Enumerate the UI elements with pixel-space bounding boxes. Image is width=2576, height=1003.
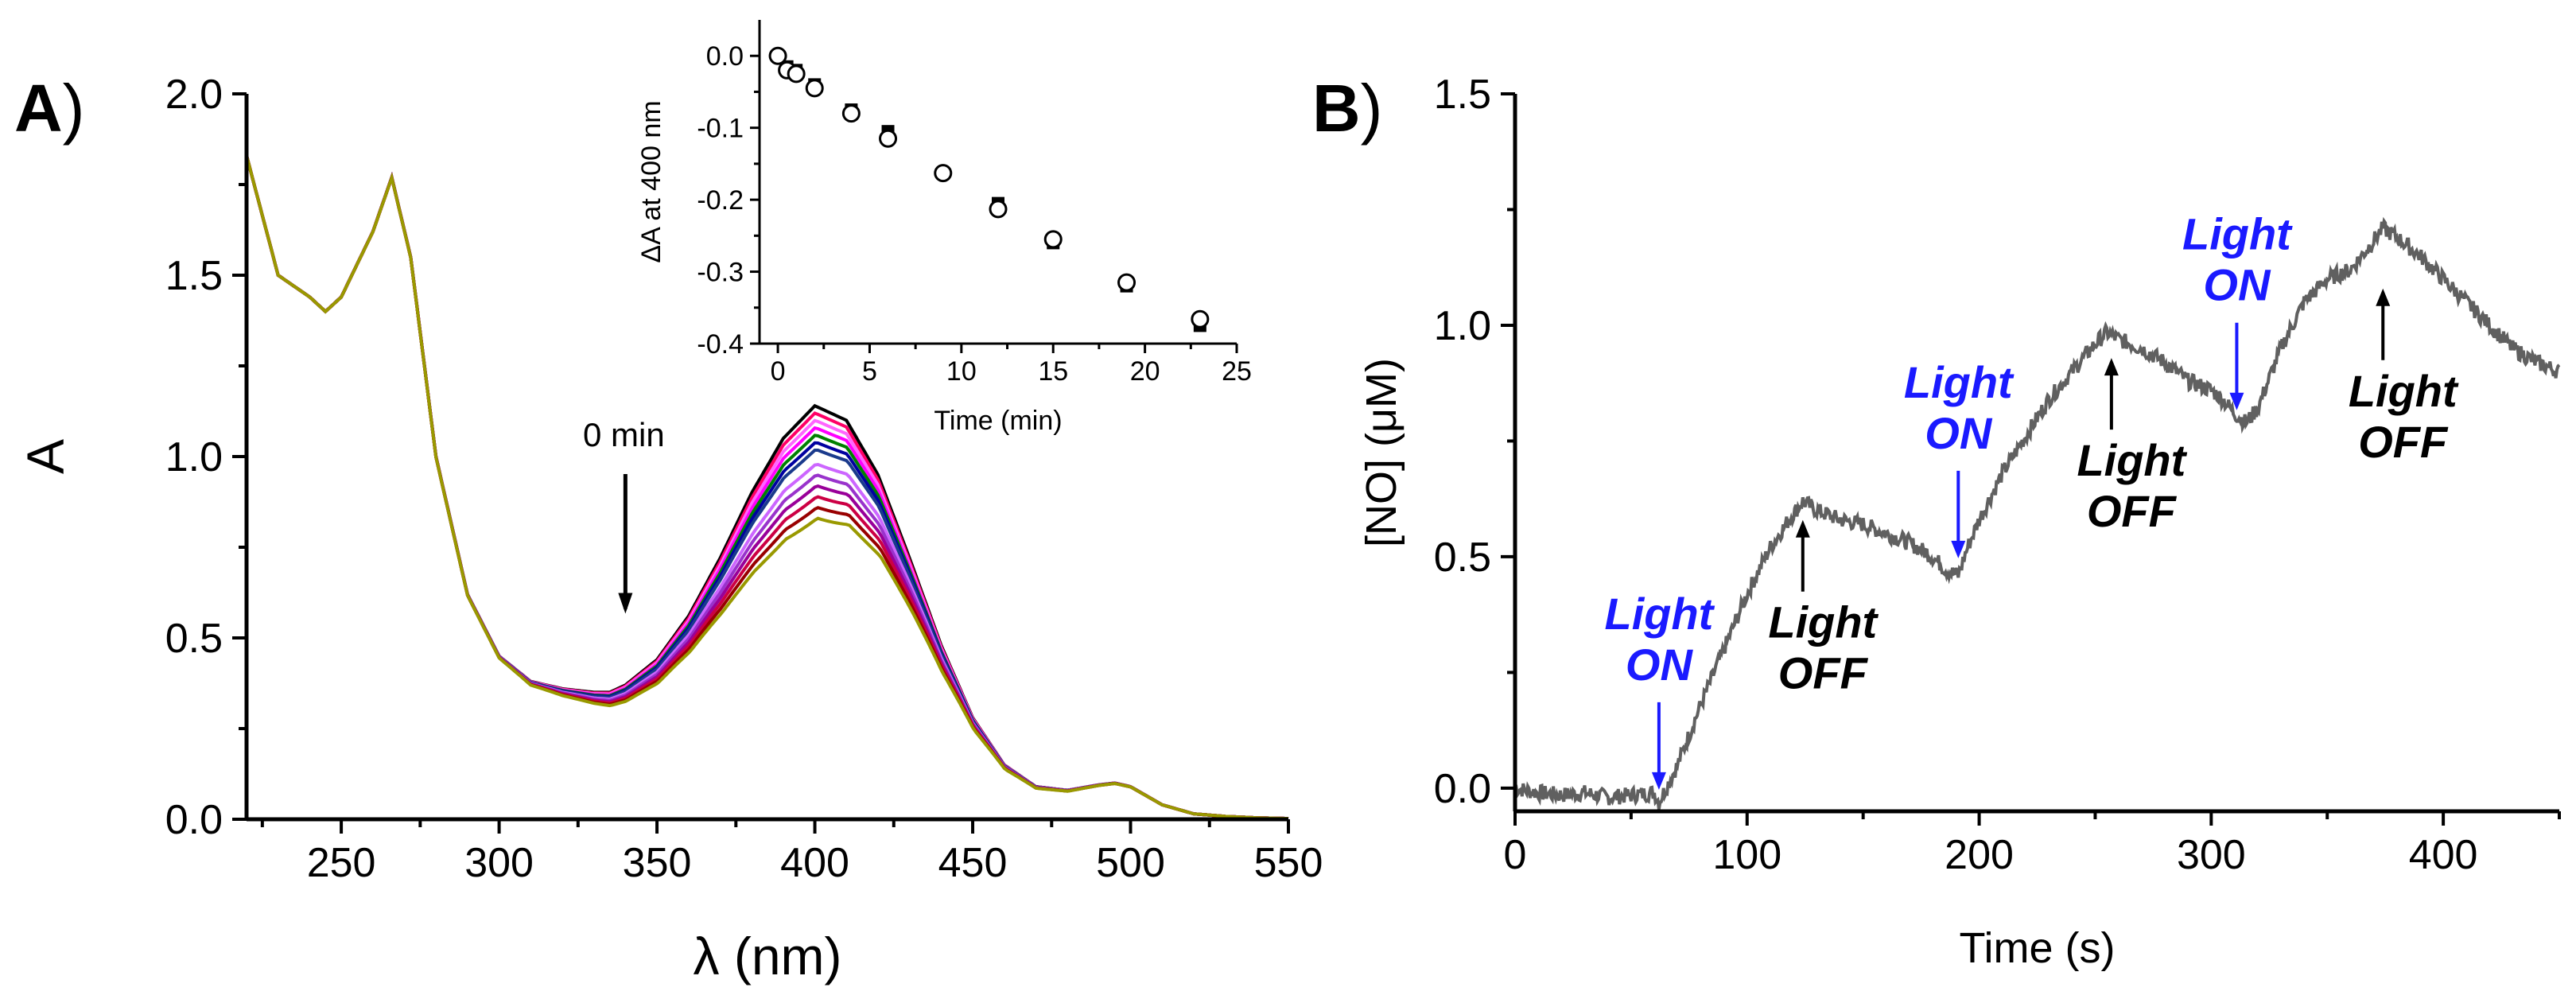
light-on-arrow-head — [1951, 540, 1966, 558]
panel-a-x-tick-label: 350 — [623, 840, 692, 886]
light-on-text-line1: Light — [1904, 357, 2015, 407]
inset-y-tick-label: -0.2 — [697, 185, 744, 216]
spectrum-line — [245, 154, 1289, 821]
panel-a-x-tick-label: 550 — [1254, 840, 1323, 886]
panel-b-y-tick-label: 0.5 — [1434, 535, 1491, 581]
no-trace-series — [1513, 216, 2561, 810]
panel-a-y-tick-label: 0.5 — [165, 616, 223, 662]
light-off-text-line2: OFF — [2358, 417, 2449, 467]
panel-a-inset-chart: 0 5 10 15 20 25 0.0 -0.1 -0.2 -0.3 -0.4 Time (min)… — [636, 20, 1252, 436]
panel-b-x-tick-label: 400 — [2409, 832, 2478, 878]
inset-point-open — [1191, 309, 1210, 329]
light-off-arrow-head — [1795, 519, 1810, 538]
light-on-text-line2: ON — [1925, 408, 1993, 458]
panel-a-x-tick-label: 400 — [780, 840, 849, 886]
panel-a-x-tick-label: 250 — [307, 840, 376, 886]
light-on-arrow-head — [2229, 392, 2244, 410]
spectrum-line — [245, 154, 1289, 821]
light-annotations: LightONLightOFFLightONLightOFFLightONLig… — [1604, 209, 2459, 790]
panel-a-x-tick-label: 450 — [938, 840, 1008, 886]
panel-a-y-tick-label: 0.0 — [165, 797, 223, 843]
inset-x-tick-label: 15 — [1038, 356, 1068, 387]
panel-b-x-tick-label: 0 — [1504, 832, 1527, 878]
inset-x-tick-label: 10 — [946, 356, 977, 387]
zero-min-label: 0 min — [583, 416, 665, 453]
panel-a-y-tick-label: 1.5 — [165, 253, 223, 299]
panel-a-y-axis-title: A — [16, 439, 75, 474]
inset-x-tick-label: 20 — [1130, 356, 1160, 387]
no-trace-line — [1513, 216, 2561, 810]
light-on-arrow-head — [1651, 772, 1666, 790]
panel-b-x-tick-label: 200 — [1945, 832, 2014, 878]
panel-a-x-tick-label: 300 — [464, 840, 534, 886]
spectra-series-group — [245, 154, 1289, 821]
light-off-text-line1: Light — [1768, 597, 1879, 647]
panel-b-y-axis-title: [NO] (μM) — [1358, 358, 1405, 547]
inset-x-tick-label: 0 — [771, 356, 786, 387]
panel-b-x-tick-label: 100 — [1712, 832, 1781, 878]
inset-y-tick-label: -0.1 — [697, 114, 744, 144]
inset-point-open — [805, 79, 824, 98]
inset-y-tick-label: -0.4 — [697, 329, 744, 360]
panel-b-label: B) — [1312, 71, 1383, 146]
inset-point-open — [989, 200, 1008, 219]
inset-point-open — [1117, 273, 1136, 292]
inset-point-open — [879, 129, 898, 148]
inset-point-open — [841, 104, 861, 123]
light-on-text-line2: ON — [2203, 260, 2271, 310]
zero-min-arrow-head — [618, 593, 633, 614]
inset-axes: 0 5 10 15 20 25 0.0 -0.1 -0.2 -0.3 -0.4 — [697, 20, 1252, 387]
inset-point-open — [934, 164, 953, 183]
inset-x-axis-title: Time (min) — [934, 406, 1062, 436]
inset-y-tick-label: 0.0 — [706, 41, 744, 72]
panel-b-x-tick-label: 300 — [2177, 832, 2246, 878]
panel-a-x-axis-title: λ (nm) — [694, 927, 842, 986]
inset-x-tick-label: 25 — [1222, 356, 1252, 387]
inset-point-open — [1043, 230, 1063, 249]
light-off-text-line1: Light — [2349, 366, 2459, 416]
inset-y-tick-label: -0.3 — [697, 258, 744, 288]
light-off-text-line2: OFF — [1778, 648, 1869, 698]
panel-b-x-axis-title: Time (s) — [1960, 924, 2116, 972]
inset-point-open — [768, 46, 787, 65]
light-off-text-line1: Light — [2077, 435, 2187, 485]
light-off-text-line2: OFF — [2087, 486, 2178, 536]
panel-a-y-tick-label: 1.0 — [165, 434, 223, 480]
panel-a-x-tick-label: 500 — [1096, 840, 1165, 886]
light-off-arrow-head — [2376, 288, 2391, 306]
inset-x-tick-label: 5 — [862, 356, 877, 387]
panel-b-y-tick-label: 1.0 — [1434, 303, 1491, 349]
inset-points — [768, 46, 1210, 332]
inset-point-open — [787, 64, 806, 84]
zero-min-annotation: 0 min — [583, 416, 665, 614]
panel-b-axes: 0 100 200 300 400 0.0 0.5 1.0 1.5 — [1434, 72, 2561, 878]
light-on-text-line2: ON — [1626, 640, 1694, 690]
panel-b-y-tick-label: 1.5 — [1434, 72, 1491, 118]
inset-y-axis-title: ΔA at 400 nm — [636, 100, 666, 262]
light-off-arrow-head — [2104, 358, 2119, 376]
panel-b-y-tick-label: 0.0 — [1434, 766, 1491, 812]
panel-a-label: A) — [14, 71, 85, 146]
light-on-text-line1: Light — [1604, 589, 1715, 639]
panel-a-y-tick-label: 2.0 — [165, 72, 223, 118]
light-on-text-line1: Light — [2182, 209, 2293, 259]
